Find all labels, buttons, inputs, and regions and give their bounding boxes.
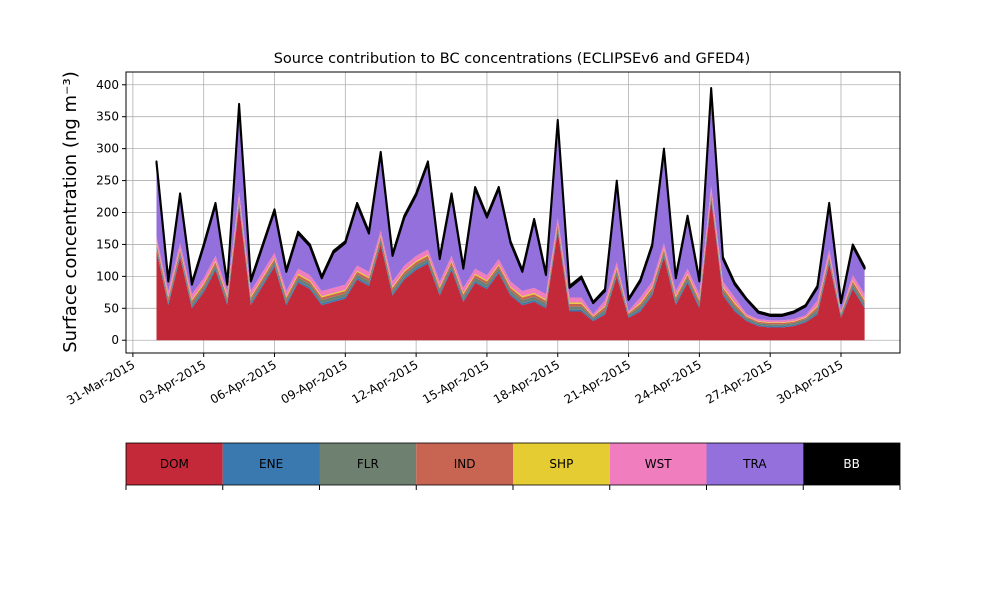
legend-label: FLR (357, 457, 379, 471)
x-tick-label: 12-Apr-2015 (349, 357, 420, 406)
y-tick-label: 0 (111, 333, 119, 347)
legend-swatch (513, 443, 610, 485)
x-tick-label: 30-Apr-2015 (774, 357, 845, 406)
x-tick-label: 09-Apr-2015 (279, 357, 350, 406)
legend-swatch (319, 443, 417, 485)
legend-label: BB (843, 457, 859, 471)
y-tick-label: 50 (104, 301, 119, 315)
y-axis-label: Surface concentration (ng m⁻³) (60, 71, 81, 353)
x-tick-label: 21-Apr-2015 (562, 357, 633, 406)
x-tick-label: 03-Apr-2015 (137, 357, 208, 406)
y-tick-label: 250 (96, 174, 119, 188)
legend-swatch (609, 443, 707, 485)
legend-swatch (416, 443, 513, 485)
legend-swatch (222, 443, 320, 485)
y-tick-label: 150 (96, 237, 119, 251)
legend-label: DOM (160, 457, 189, 471)
legend-swatch (803, 443, 900, 485)
x-tick-label: 27-Apr-2015 (703, 357, 774, 406)
x-tick-label: 18-Apr-2015 (491, 357, 562, 406)
x-tick-label: 06-Apr-2015 (208, 357, 279, 406)
x-tick-label: 24-Apr-2015 (633, 357, 704, 406)
area (156, 185, 865, 323)
legend-label: IND (454, 457, 476, 471)
legend-label: WST (645, 457, 672, 471)
y-tick-label: 300 (96, 142, 119, 156)
x-tick-label: 15-Apr-2015 (420, 357, 491, 406)
legend-label: ENE (259, 457, 283, 471)
legend-label: TRA (742, 457, 767, 471)
area (156, 89, 865, 321)
area (155, 86, 866, 317)
x-tick-label: 31-Mar-2015 (64, 357, 137, 407)
area (156, 199, 865, 341)
y-tick-label: 350 (96, 110, 119, 124)
legend-swatch (126, 443, 223, 485)
y-tick-label: 200 (96, 206, 119, 220)
y-tick-label: 400 (96, 78, 119, 92)
legend-swatch (706, 443, 804, 485)
chart-title: Source contribution to BC concentrations… (274, 51, 751, 67)
legend-label: SHP (549, 457, 573, 471)
y-tick-label: 100 (96, 269, 119, 283)
